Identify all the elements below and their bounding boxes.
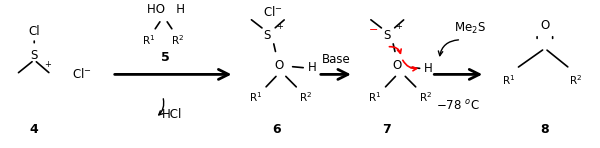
- Text: 6: 6: [272, 123, 280, 136]
- Text: R$^2$: R$^2$: [299, 91, 313, 104]
- Text: +: +: [44, 60, 51, 69]
- Text: R$^2$: R$^2$: [419, 91, 432, 104]
- Text: −78 $^o$C: −78 $^o$C: [436, 99, 480, 113]
- Text: +: +: [275, 22, 283, 31]
- Text: O: O: [540, 19, 550, 32]
- Text: 7: 7: [382, 123, 391, 136]
- Text: Cl: Cl: [28, 25, 40, 38]
- Text: HO   H: HO H: [146, 3, 185, 16]
- Text: R$^1$: R$^1$: [368, 91, 382, 104]
- Text: Cl$^{-}$: Cl$^{-}$: [263, 5, 283, 19]
- Text: O: O: [274, 59, 284, 72]
- Text: S: S: [263, 29, 271, 42]
- Text: H: H: [308, 61, 316, 74]
- Text: S: S: [31, 49, 38, 62]
- Text: Me$_2$S: Me$_2$S: [454, 21, 486, 36]
- Text: R$^2$: R$^2$: [171, 33, 184, 47]
- Text: 5: 5: [161, 51, 170, 64]
- Text: 8: 8: [541, 123, 549, 136]
- Text: −: −: [369, 25, 378, 35]
- Text: 4: 4: [30, 123, 38, 136]
- Text: O: O: [393, 59, 402, 72]
- Text: R$^1$: R$^1$: [142, 33, 155, 47]
- Text: Base: Base: [322, 53, 350, 66]
- Text: HCl: HCl: [161, 108, 182, 121]
- Text: R$^2$: R$^2$: [569, 73, 583, 87]
- Text: R$^1$: R$^1$: [502, 73, 515, 87]
- Text: S: S: [383, 29, 390, 42]
- Text: H: H: [424, 62, 433, 75]
- Text: R$^1$: R$^1$: [248, 91, 262, 104]
- Text: Cl$^{-}$: Cl$^{-}$: [72, 67, 92, 81]
- Text: +: +: [395, 22, 402, 31]
